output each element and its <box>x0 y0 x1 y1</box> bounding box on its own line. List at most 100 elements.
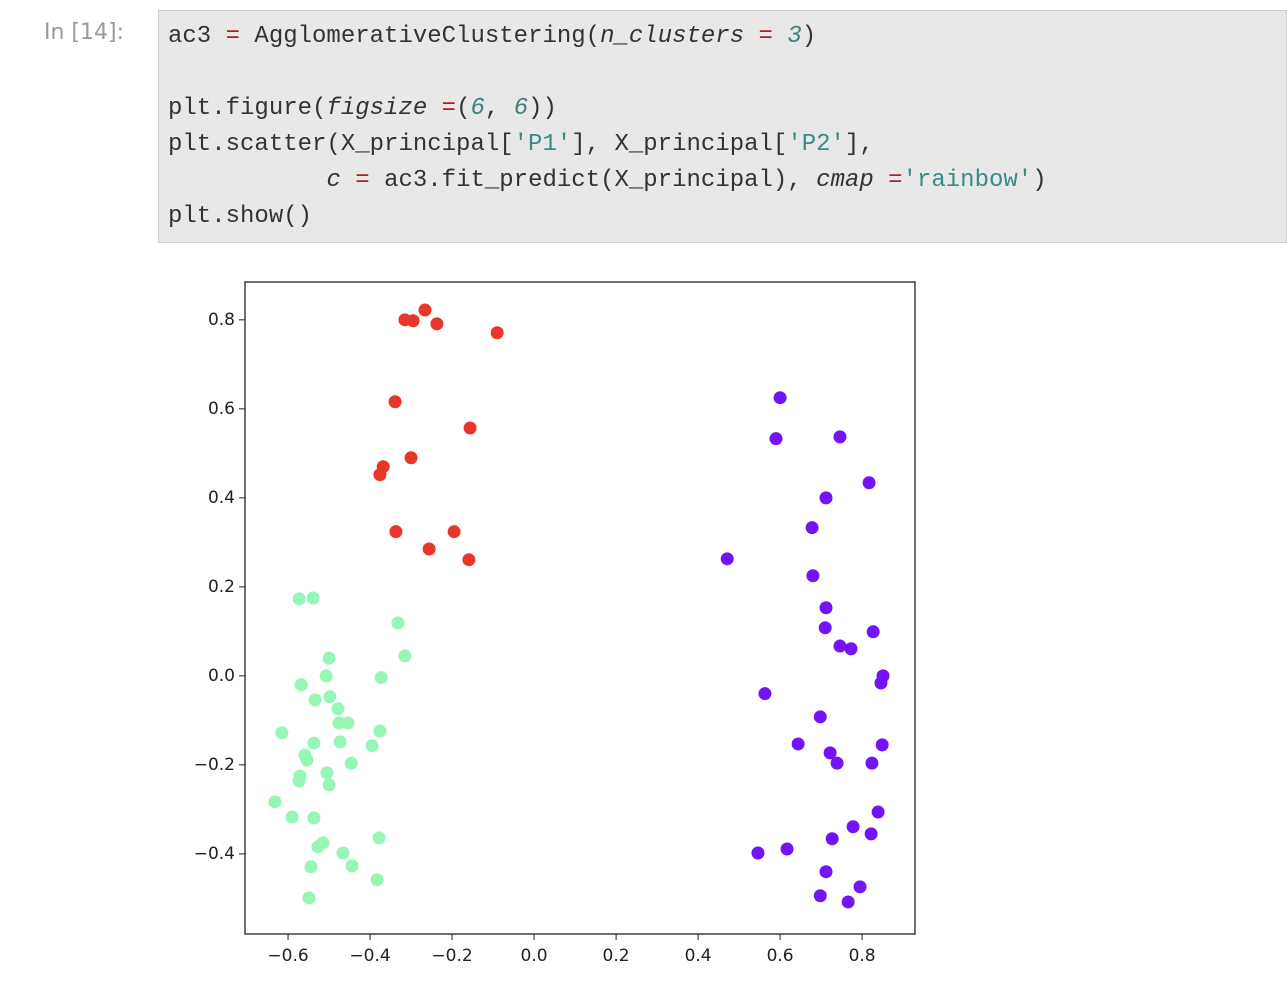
point <box>418 303 432 317</box>
point <box>374 671 388 685</box>
point <box>319 669 333 683</box>
code-token: )) <box>528 95 557 122</box>
point <box>866 625 880 639</box>
x-tick-label: −0.4 <box>349 946 390 966</box>
y-tick-label: 0.6 <box>208 399 235 419</box>
point <box>813 710 827 724</box>
code-token: ], <box>844 131 874 158</box>
x-tick-label: 0.4 <box>685 946 712 966</box>
point <box>874 676 888 690</box>
point <box>322 651 336 665</box>
point <box>365 739 379 753</box>
point <box>341 716 355 730</box>
code-token: ) <box>1032 167 1047 194</box>
code-token: = <box>225 23 241 50</box>
point <box>813 889 827 903</box>
point <box>404 451 418 465</box>
point <box>833 639 847 653</box>
point <box>751 846 765 860</box>
y-tick-label: 0.2 <box>208 577 235 597</box>
point <box>372 831 386 845</box>
point <box>462 553 476 567</box>
code-token: AgglomerativeClustering( <box>240 23 601 50</box>
point <box>463 421 477 435</box>
point <box>846 820 860 834</box>
point <box>758 687 772 701</box>
code-token: 'P2' <box>787 131 845 158</box>
code-token: 'P1' <box>513 131 572 158</box>
point <box>336 846 350 860</box>
point <box>389 525 403 539</box>
code-token: n_clusters <box>600 23 745 50</box>
plot-frame <box>244 281 916 935</box>
point <box>398 649 412 663</box>
code-line: plt.scatter(X_principal['P1'], X_princip… <box>168 127 1047 163</box>
code-token: ( <box>456 95 471 122</box>
code-token: figsize <box>326 95 428 122</box>
code-token: , <box>484 95 514 122</box>
point <box>292 592 306 606</box>
point <box>275 726 289 740</box>
code-token: = <box>873 167 903 194</box>
x-tick-label: −0.2 <box>431 946 472 966</box>
point <box>345 859 359 873</box>
x-tick-label: 0.2 <box>603 946 630 966</box>
point <box>490 326 504 340</box>
point <box>862 476 876 490</box>
point <box>780 842 794 856</box>
code-token: = <box>744 23 788 50</box>
point <box>818 621 832 635</box>
code-line: plt.show() <box>168 199 1047 235</box>
code-token: ac3.fit_predict(X_principal), <box>384 167 817 194</box>
code-line: plt.figure(figsize =(6, 6)) <box>168 91 1047 127</box>
x-tick-label: 0.0 <box>521 946 548 966</box>
point <box>373 468 387 482</box>
y-tick-label: 0.0 <box>208 666 235 686</box>
point <box>300 753 314 767</box>
point <box>853 880 867 894</box>
point <box>825 832 839 846</box>
point <box>302 891 316 905</box>
code-token: c <box>326 167 341 194</box>
cell-prompt: In [14]: <box>44 20 124 45</box>
point <box>830 756 844 770</box>
point <box>447 525 461 539</box>
point <box>769 432 783 446</box>
point <box>406 314 420 328</box>
point <box>320 766 334 780</box>
code-token: plt.scatter(X_principal[ <box>168 131 514 158</box>
point <box>331 702 345 716</box>
point <box>306 591 320 605</box>
point <box>373 724 387 738</box>
code-token: cmap <box>816 167 874 194</box>
point <box>323 690 337 704</box>
y-tick-label: −0.2 <box>194 755 235 775</box>
point <box>285 810 299 824</box>
point <box>875 738 889 752</box>
point <box>422 542 436 556</box>
point <box>307 811 321 825</box>
point <box>819 491 833 505</box>
x-tick-label: 0.6 <box>767 946 794 966</box>
point <box>344 756 358 770</box>
point <box>370 873 384 887</box>
code-token: = <box>340 167 385 194</box>
point <box>819 601 833 615</box>
code-token: plt.show() <box>168 203 313 230</box>
point <box>308 693 322 707</box>
code-token: ac3 <box>168 23 226 50</box>
point <box>307 736 321 750</box>
point <box>268 795 282 809</box>
point <box>720 552 734 566</box>
code-token: plt.figure( <box>168 95 327 122</box>
point <box>304 860 318 874</box>
code-token: ], X_principal[ <box>571 131 788 158</box>
code-line: c = ac3.fit_predict(X_principal), cmap =… <box>168 163 1047 199</box>
code-token: = <box>427 95 457 122</box>
code-cell[interactable]: ac3 = AgglomerativeClustering(n_clusters… <box>158 10 1287 243</box>
point <box>430 317 444 331</box>
code: ac3 = AgglomerativeClustering(n_clusters… <box>168 19 1047 235</box>
x-tick-label: −0.6 <box>267 946 308 966</box>
point <box>864 827 878 841</box>
